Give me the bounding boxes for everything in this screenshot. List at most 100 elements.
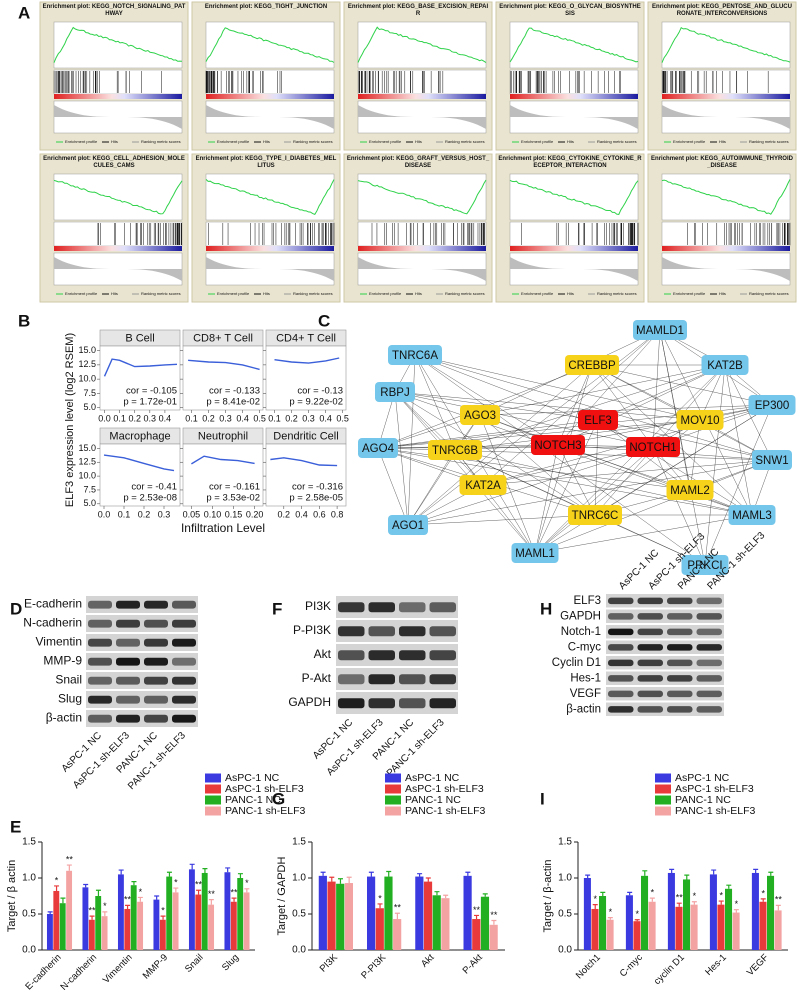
gene-node (701, 355, 749, 375)
band (608, 706, 634, 713)
band (637, 690, 663, 698)
band (144, 657, 168, 666)
rank-metric (358, 105, 486, 129)
legend-swatch (385, 806, 401, 816)
panel-title: Dendritic Cell (273, 430, 338, 442)
legend-label: Ranking metric scores (445, 291, 485, 296)
bar (384, 876, 393, 950)
band (88, 600, 112, 609)
x-tick-label: 0.3 (158, 509, 171, 519)
bar (201, 872, 208, 950)
legend-label: Hits (415, 139, 422, 144)
legend-label: Ranking metric scores (293, 291, 333, 296)
band (144, 619, 168, 628)
hits-area (205, 69, 335, 95)
bar (633, 921, 641, 950)
blot-strip (336, 620, 458, 642)
error-bar (775, 904, 781, 911)
bar (423, 881, 433, 950)
x-tick-label: Vimentin (101, 952, 135, 986)
bar (667, 872, 675, 950)
es-curve (509, 179, 639, 215)
protein-label: Slug (58, 692, 82, 706)
error-bar (684, 874, 690, 880)
significance: * (161, 906, 165, 916)
error-bar (386, 870, 392, 877)
blot-strip (86, 634, 198, 651)
bar (375, 908, 384, 950)
es-area (661, 173, 791, 221)
significance: ** (775, 895, 783, 905)
error-bar (95, 889, 101, 896)
gene-node (666, 480, 714, 500)
legend-label: PANC-1 sh-ELF3 (225, 805, 305, 817)
error-bar (54, 885, 60, 891)
edge (394, 391, 701, 421)
error-bar (196, 889, 202, 895)
band (608, 644, 634, 651)
y-tick-label: 7.5 (83, 484, 96, 494)
error-bar (592, 904, 598, 909)
x-axis-label: Infiltration Level (181, 521, 265, 535)
legend-label: Enrichment profile (65, 139, 98, 144)
band (116, 657, 140, 666)
x-tick-label: Notch1 (574, 952, 603, 981)
es-curve (53, 179, 183, 215)
edge (482, 459, 773, 486)
edge (394, 391, 484, 486)
es-area (357, 21, 487, 69)
error-bar (711, 869, 717, 875)
es-area (509, 173, 639, 221)
edge (534, 459, 773, 554)
bar (432, 895, 441, 950)
gene-label: MAML1 (515, 548, 555, 560)
x-tick-label: 0.4 (236, 413, 249, 423)
edge (414, 354, 706, 566)
bar (59, 903, 66, 950)
blot-strip (606, 687, 724, 701)
blot-strip (606, 640, 724, 654)
error-bar (482, 893, 488, 897)
bar (717, 904, 725, 950)
hits-area (661, 69, 791, 95)
band (116, 676, 140, 685)
gene-node (388, 345, 442, 365)
band (88, 638, 112, 647)
bar (117, 874, 124, 950)
rank-bar (54, 94, 182, 99)
protein-label: N-cadherin (23, 616, 82, 630)
gene-label: MOV10 (681, 415, 720, 427)
y-tick-label: 0.0 (22, 945, 36, 956)
x-tick-label: PI3K (318, 952, 341, 975)
rank-bar (206, 246, 334, 251)
panel-title: B Cell (125, 332, 154, 344)
edge (704, 404, 773, 566)
edge (454, 449, 536, 554)
hits-area (509, 221, 639, 247)
p-value: p = 8.41e-02 (206, 397, 260, 408)
edge (479, 414, 536, 554)
x-tick-label: 0.3 (302, 413, 315, 423)
x-tick-label: 0.6 (313, 509, 326, 519)
band (144, 714, 168, 723)
protein-label: GAPDH (288, 695, 331, 709)
blot-strip (606, 702, 724, 716)
band (667, 706, 693, 713)
gene-label: EP300 (755, 400, 790, 412)
error-bar (627, 891, 633, 896)
x-tick-label: N-cadherin (59, 952, 100, 990)
rank-metric (54, 257, 182, 281)
correlation: cor = -0.316 (292, 482, 343, 493)
x-tick-label: 0.4 (159, 413, 172, 423)
band (338, 698, 365, 709)
significance: ** (676, 893, 684, 903)
correlation: cor = -0.133 (209, 386, 260, 397)
error-bar (237, 873, 243, 878)
x-tick-label: 0.05 (183, 509, 201, 519)
x-tick-label: 0.15 (225, 509, 243, 519)
legend-swatch (385, 795, 401, 805)
gene-node (375, 382, 415, 402)
bar (88, 919, 95, 950)
error-bar (733, 909, 739, 913)
significance: * (761, 888, 765, 898)
